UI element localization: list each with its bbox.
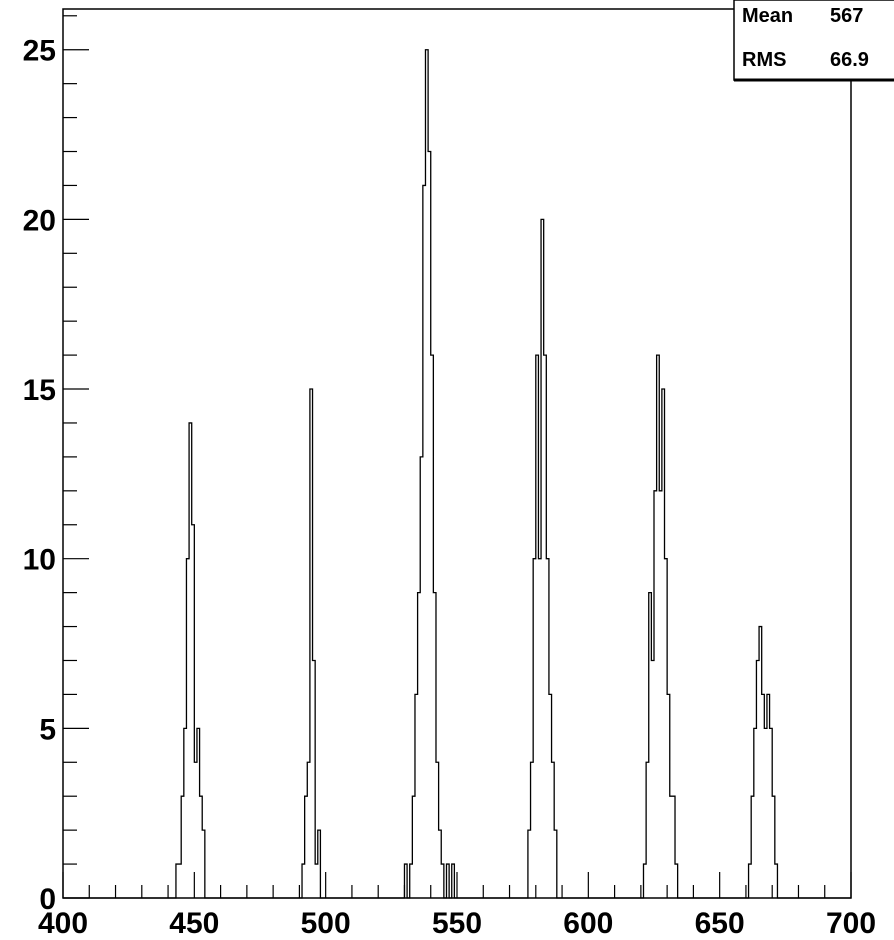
histogram-bin (672, 796, 675, 898)
histogram-bin (544, 355, 547, 898)
histogram-bin (176, 864, 179, 898)
histogram-bin (315, 864, 318, 898)
histogram-bin (431, 355, 434, 898)
axis-ticks (62, 15, 852, 899)
stats-rms-label: RMS (742, 49, 786, 71)
histogram-bin (307, 762, 310, 898)
histogram-bin (418, 593, 421, 898)
x-tick-label: 650 (695, 907, 745, 940)
y-tick-label: 25 (23, 35, 56, 68)
histogram-bin (181, 796, 184, 898)
y-tick-labels: 0 5 10 15 20 25 (23, 35, 56, 916)
histogram-bin (404, 864, 407, 898)
histogram-bin (759, 627, 762, 898)
histogram-bin (670, 796, 673, 898)
x-tick-label: 400 (38, 907, 88, 940)
stats-mean-label: Mean (742, 5, 793, 27)
x-tick-label: 450 (169, 907, 219, 940)
histogram-bin (665, 559, 668, 898)
histogram-bin (662, 389, 665, 898)
histogram-bin (549, 694, 552, 898)
histogram-bin (772, 796, 775, 898)
histogram-bin (657, 355, 660, 898)
histogram-bin (425, 50, 428, 898)
histogram-bin (552, 762, 555, 898)
histogram-bin (310, 389, 313, 898)
histogram-bin (179, 864, 182, 898)
histogram-bin (756, 660, 759, 898)
histogram-bin (186, 559, 189, 898)
y-tick-label: 10 (23, 544, 56, 577)
histogram-bin (546, 559, 549, 898)
histogram-bin (536, 355, 539, 898)
histogram-bin (302, 864, 305, 898)
histogram-bin (528, 830, 531, 898)
histogram-bin (192, 525, 195, 898)
x-tick-label: 550 (432, 907, 482, 940)
histogram-bin (305, 796, 308, 898)
histogram-bin (651, 660, 654, 898)
histogram-bin (533, 559, 536, 898)
stats-mean-value: 567 (830, 5, 863, 27)
stats-box: Mean 567 RMS 66.9 (733, 0, 894, 82)
histogram-bin (318, 830, 321, 898)
histogram-bin (531, 762, 534, 898)
histogram-bin (762, 694, 765, 898)
x-tick-labels: 400 450 500 550 600 650 700 (38, 907, 876, 940)
histogram-bin (441, 864, 444, 898)
x-tick-label: 700 (826, 907, 876, 940)
y-tick-label: 5 (39, 713, 56, 746)
histogram-bin (654, 491, 657, 898)
histogram-bin (554, 830, 557, 898)
histogram-bin (754, 728, 757, 898)
histogram-bin (751, 796, 754, 898)
histogram-bin (541, 219, 544, 898)
histogram-outline (63, 49, 851, 899)
y-tick-label: 15 (23, 374, 56, 407)
histogram-bin (770, 728, 773, 898)
histogram-bin (202, 830, 205, 898)
histogram-bin (200, 796, 203, 898)
histogram-bin (675, 864, 678, 898)
histogram-bin (446, 864, 449, 898)
histogram-bin (194, 762, 197, 898)
x-tick-label: 600 (563, 907, 613, 940)
x-tick-label: 500 (301, 907, 351, 940)
histogram-bin (197, 728, 200, 898)
histogram-bin (667, 694, 670, 898)
histogram-bin (420, 457, 423, 898)
y-tick-label: 20 (23, 204, 56, 237)
histogram-bin (764, 728, 767, 898)
histogram-bin (439, 830, 442, 898)
histogram-bin (189, 423, 192, 898)
histogram-bin (184, 728, 187, 898)
histogram-bin (767, 694, 770, 898)
histogram-bin (412, 796, 415, 898)
histogram-bin (775, 864, 778, 898)
histogram-bin (415, 694, 418, 898)
histogram-bin (649, 593, 652, 898)
histogram-bin (313, 660, 316, 898)
histogram-bin (659, 491, 662, 898)
histogram-bin (643, 864, 646, 898)
histogram-bin (452, 864, 455, 898)
histogram-series (63, 49, 851, 899)
histogram-bin (749, 864, 752, 898)
y-tick-label: 0 (39, 883, 56, 916)
stats-rms-value: 66.9 (830, 49, 869, 71)
histogram-bin (646, 762, 649, 898)
histogram-bin (538, 559, 541, 898)
histogram-bin (423, 185, 426, 898)
histogram-bin (433, 593, 436, 898)
histogram-bin (436, 762, 439, 898)
histogram-bin (410, 864, 413, 898)
histogram-bin (428, 152, 431, 898)
